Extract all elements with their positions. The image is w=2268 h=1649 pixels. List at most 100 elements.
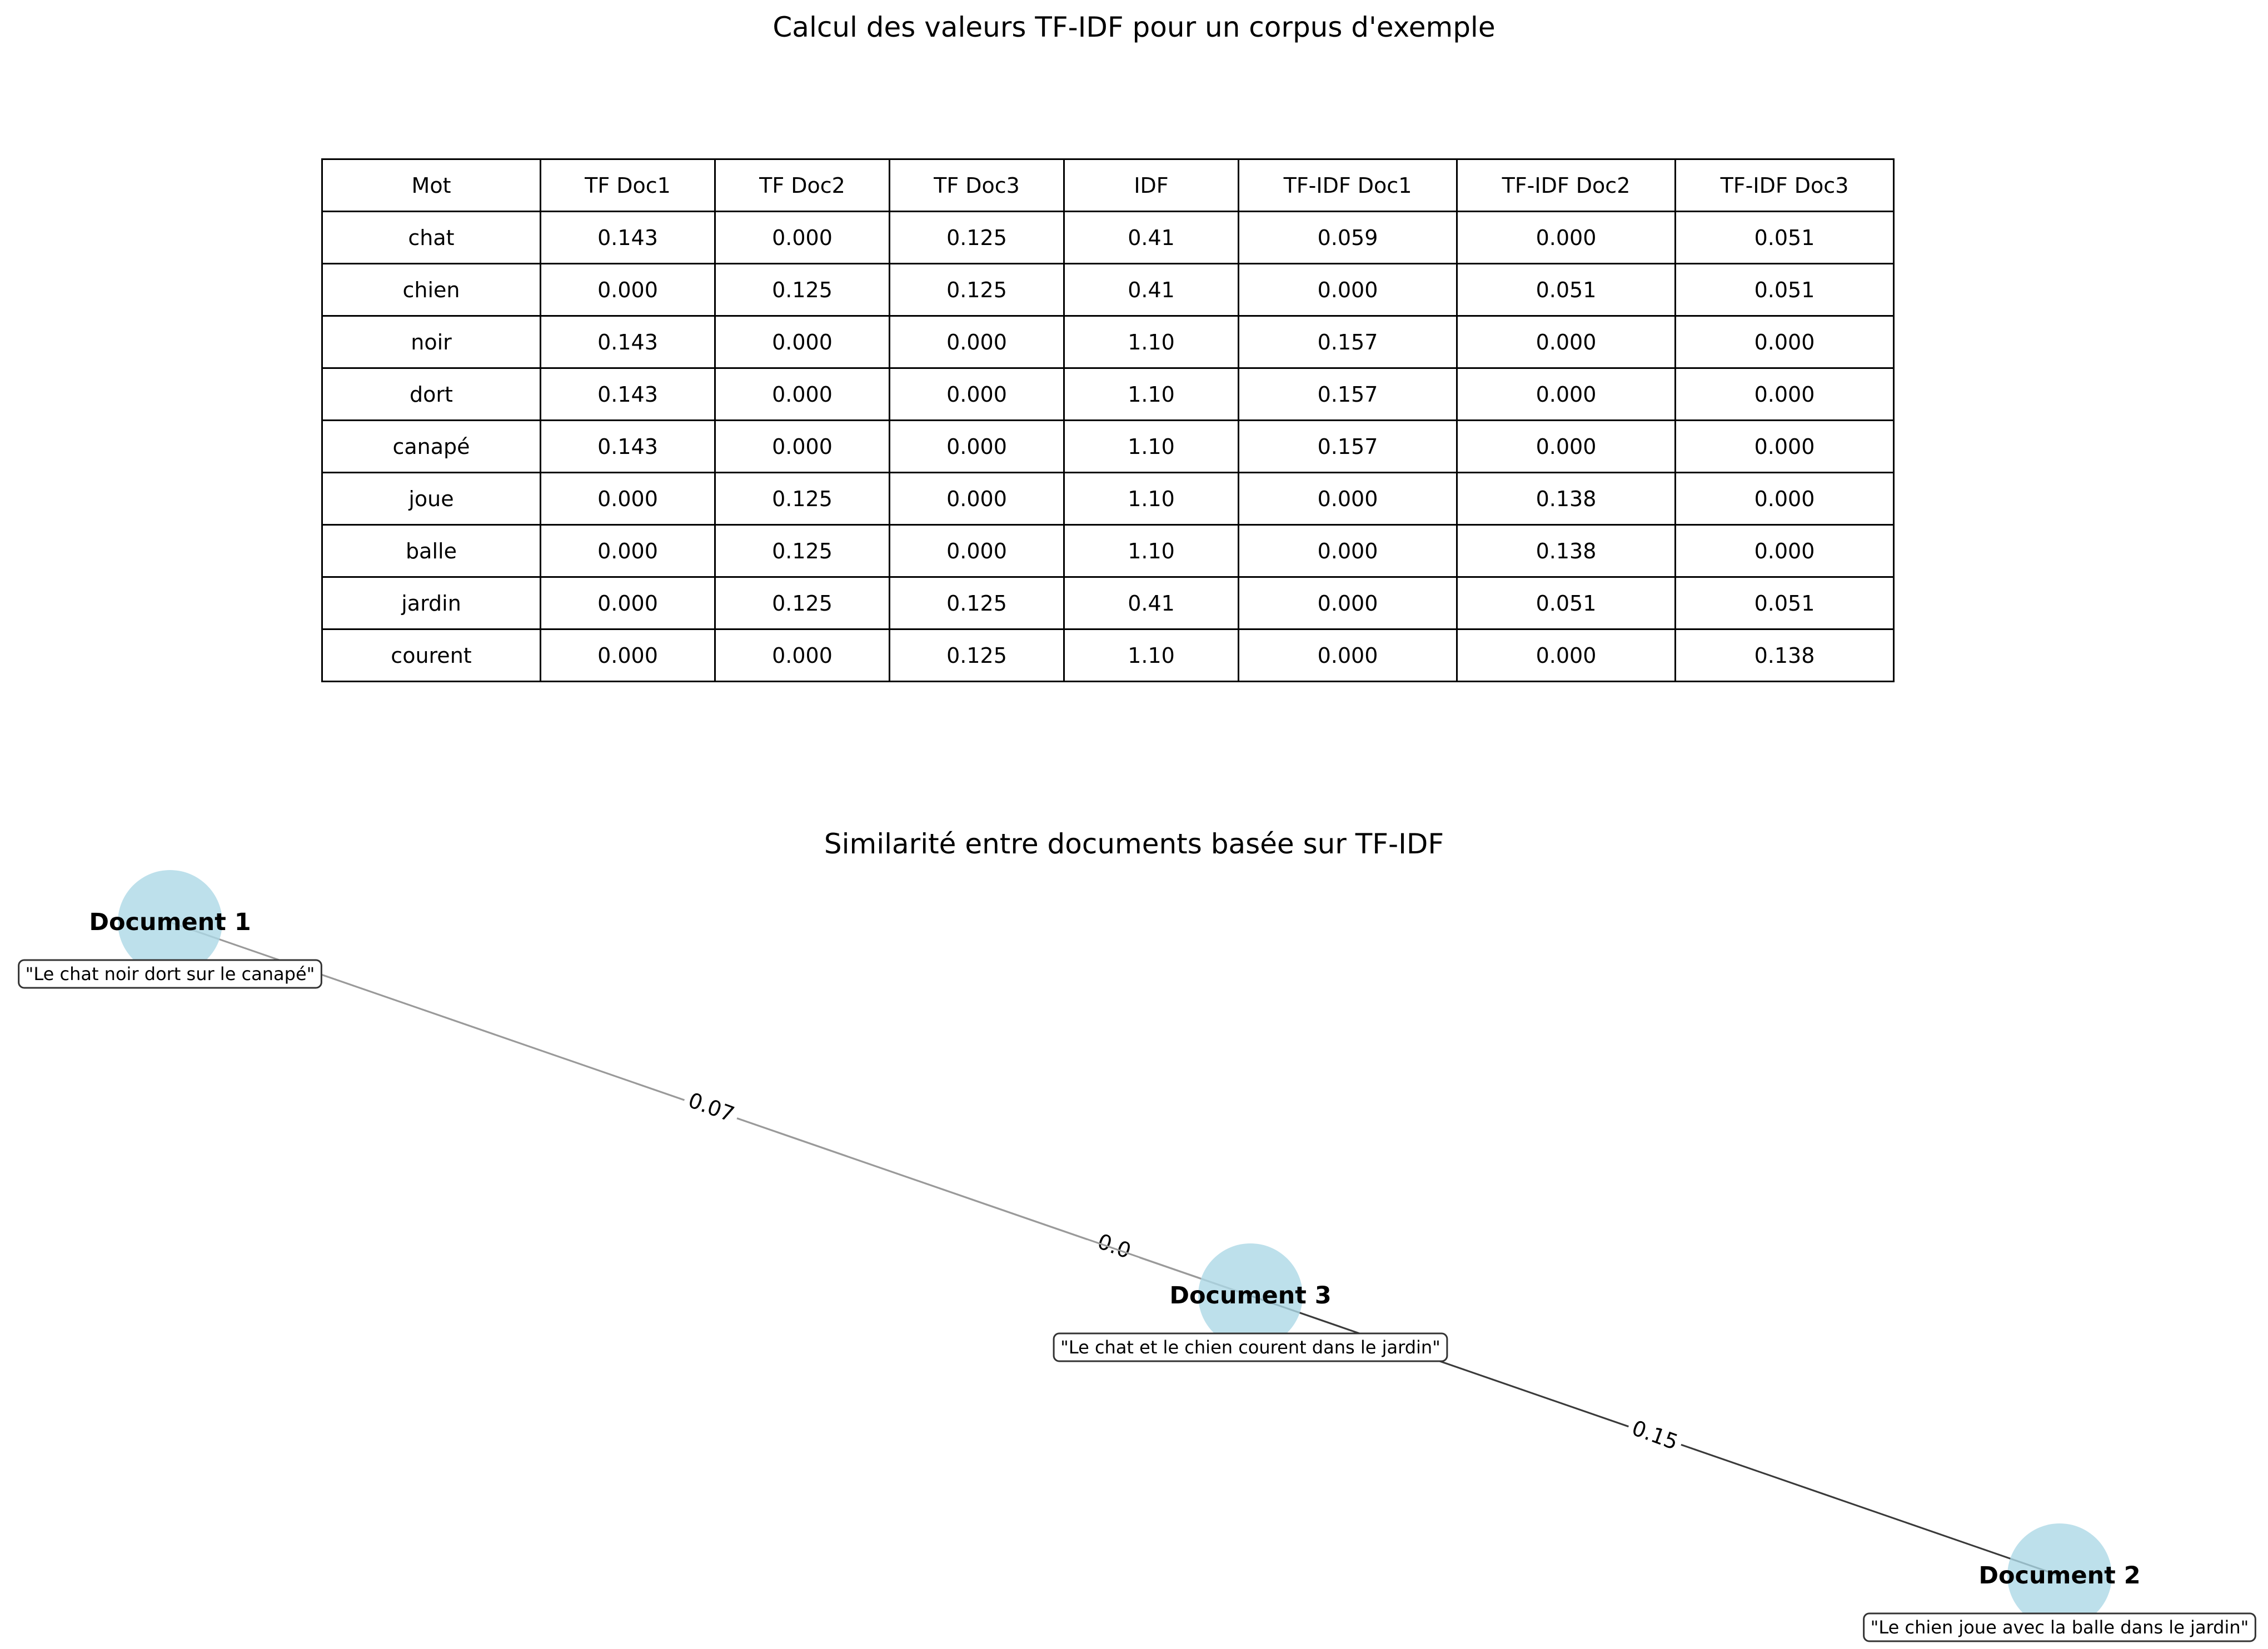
table-header-cell: Mot [321, 158, 541, 212]
table-cell: noir [321, 315, 541, 369]
table-cell: 0.000 [1238, 576, 1458, 630]
table-row: joue 0.000 0.125 0.000 1.10 0.000 0.138 0.000 [321, 472, 1895, 526]
table-cell: chat [321, 211, 541, 264]
table-cell: 0.000 [1456, 315, 1676, 369]
table-cell: 0.000 [889, 419, 1065, 473]
table-cell: dort [321, 367, 541, 421]
table-cell: balle [321, 524, 541, 578]
table-cell: 0.051 [1456, 576, 1676, 630]
table-cell: 1.10 [1063, 367, 1239, 421]
table-cell: 1.10 [1063, 628, 1239, 682]
table-cell: 0.000 [714, 367, 890, 421]
table-cell: 0.125 [714, 576, 890, 630]
table-cell: 0.000 [1238, 524, 1458, 578]
table-row: canapé 0.143 0.000 0.000 1.10 0.157 0.000 0.000 [321, 419, 1895, 473]
table-row: chien 0.000 0.125 0.125 0.41 0.000 0.051 0.051 [321, 263, 1895, 317]
table-cell: 0.059 [1238, 211, 1458, 264]
table-cell: 0.143 [540, 419, 716, 473]
table-cell: courent [321, 628, 541, 682]
table-cell: 0.051 [1674, 576, 1895, 630]
table-header-cell: TF-IDF Doc2 [1456, 158, 1676, 212]
document-node [2007, 1523, 2112, 1628]
table-cell: 0.000 [1674, 524, 1895, 578]
edge-weight-label: 0.15 [1624, 1412, 1686, 1457]
table-cell: 1.10 [1063, 419, 1239, 473]
table-cell: 0.000 [1238, 472, 1458, 526]
table-cell: 0.000 [540, 576, 716, 630]
table-row: jardin 0.000 0.125 0.125 0.41 0.000 0.051 0.051 [321, 576, 1895, 630]
table-cell: 0.000 [1238, 628, 1458, 682]
table-header-cell: TF Doc1 [540, 158, 716, 212]
table-cell: 0.000 [1674, 367, 1895, 421]
edge-weight-label: 0.0 [1083, 1223, 1145, 1268]
table-cell: 0.000 [1674, 419, 1895, 473]
table-cell: jardin [321, 576, 541, 630]
table-cell: 0.125 [889, 576, 1065, 630]
table-cell: 0.000 [540, 524, 716, 578]
table-cell: 0.138 [1674, 628, 1895, 682]
table-cell: 0.125 [889, 263, 1065, 317]
table-cell: 0.000 [889, 367, 1065, 421]
table-cell: 0.125 [714, 263, 890, 317]
table-cell: 0.000 [540, 263, 716, 317]
table-header-row: Mot TF Doc1 TF Doc2 TF Doc3 IDF TF-IDF Doc1 TF… [321, 158, 1895, 212]
table-cell: 0.41 [1063, 211, 1239, 264]
table-cell: 0.000 [540, 472, 716, 526]
table-header-cell: IDF [1063, 158, 1239, 212]
table-header-cell: TF Doc2 [714, 158, 890, 212]
document-node-label: Document 3 [1169, 1282, 1331, 1310]
table-cell: 0.143 [540, 211, 716, 264]
table-cell: 0.000 [1456, 367, 1676, 421]
table-cell: 0.000 [1674, 315, 1895, 369]
table-cell: 0.000 [714, 628, 890, 682]
table-header-cell: TF Doc3 [889, 158, 1065, 212]
table-cell: 0.051 [1456, 263, 1676, 317]
table-cell: 0.000 [1456, 419, 1676, 473]
document-text: "Le chat noir dort sur le canapé" [26, 963, 315, 985]
table-cell: 0.000 [714, 419, 890, 473]
table-cell: 0.125 [714, 472, 890, 526]
table-cell: 0.125 [889, 211, 1065, 264]
table-title: Calcul des valeurs TF-IDF pour un corpus… [772, 11, 1496, 43]
table-cell: 0.000 [714, 211, 890, 264]
table-row: courent 0.000 0.000 0.125 1.10 0.000 0.000 0.13… [321, 628, 1895, 682]
table-cell: 0.41 [1063, 263, 1239, 317]
graph-title: Similarité entre documents basée sur TF-… [824, 828, 1444, 860]
table-cell: 0.143 [540, 367, 716, 421]
table-cell: 0.41 [1063, 576, 1239, 630]
table-row: dort 0.143 0.000 0.000 1.10 0.157 0.000 0.000 [321, 367, 1895, 421]
table-cell: 0.157 [1238, 367, 1458, 421]
document-text-box: "Le chat et le chien courent dans le jar… [1053, 1332, 1448, 1362]
table-cell: 1.10 [1063, 315, 1239, 369]
table-cell: 0.138 [1456, 524, 1676, 578]
table-cell: 0.000 [1456, 211, 1676, 264]
document-text: "Le chien joue avec la balle dans le jar… [1871, 1617, 2249, 1638]
table-cell: 0.125 [889, 628, 1065, 682]
table-cell: 0.143 [540, 315, 716, 369]
table-row: noir 0.143 0.000 0.000 1.10 0.157 0.000 0.000 [321, 315, 1895, 369]
table-cell: 0.125 [714, 524, 890, 578]
document-node-label: Document 2 [1978, 1562, 2140, 1590]
document-node [118, 870, 222, 975]
table-header-cell: TF-IDF Doc1 [1238, 158, 1458, 212]
table-cell: 1.10 [1063, 524, 1239, 578]
table-cell: 0.000 [1238, 263, 1458, 317]
table-header-cell: TF-IDF Doc3 [1674, 158, 1895, 212]
document-text-box: "Le chien joue avec la balle dans le jar… [1863, 1612, 2256, 1642]
table-cell: chien [321, 263, 541, 317]
document-node [1198, 1243, 1303, 1348]
table-cell: 0.051 [1674, 211, 1895, 264]
table-cell: 0.000 [1674, 472, 1895, 526]
document-text: "Le chat et le chien courent dans le jar… [1060, 1337, 1440, 1358]
table-cell: 0.000 [1456, 628, 1676, 682]
table-cell: 0.157 [1238, 419, 1458, 473]
document-text-box: "Le chat noir dort sur le canapé" [18, 959, 322, 989]
document-node-label: Document 1 [89, 908, 251, 936]
table-cell: joue [321, 472, 541, 526]
tfidf-table: Mot TF Doc1 TF Doc2 TF Doc3 IDF TF-IDF Doc1 TF… [321, 158, 1895, 682]
table-cell: 0.157 [1238, 315, 1458, 369]
table-cell: 1.10 [1063, 472, 1239, 526]
table-row: chat 0.143 0.000 0.125 0.41 0.059 0.000 0.051 [321, 211, 1895, 264]
table-row: balle 0.000 0.125 0.000 1.10 0.000 0.138 0.000 [321, 524, 1895, 578]
